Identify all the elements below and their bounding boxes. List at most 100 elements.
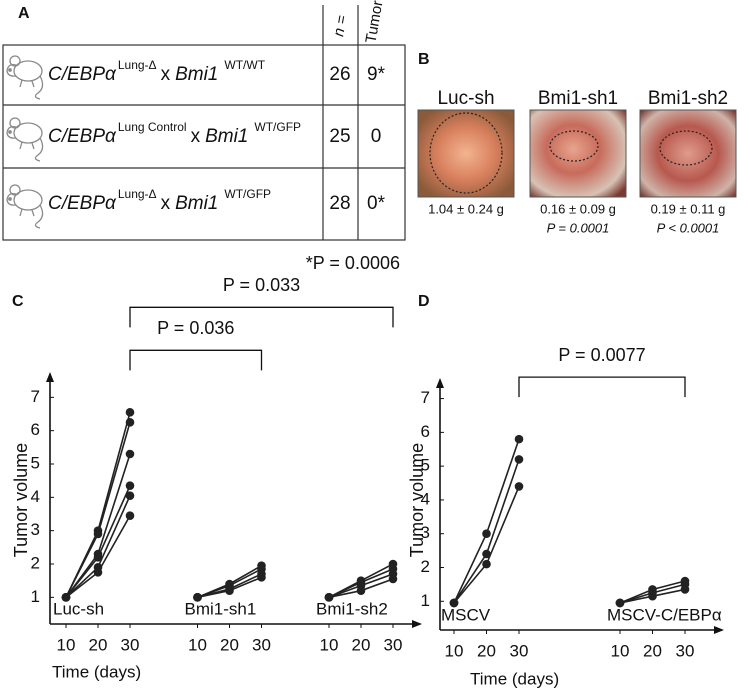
- data-point: [93, 529, 103, 539]
- y-tick-label: 7: [421, 388, 430, 407]
- table-border: [2, 44, 406, 241]
- tumor-value: 0*: [367, 193, 386, 214]
- axis-arrow: [412, 620, 422, 628]
- data-point: [93, 553, 103, 562]
- y-axis-label: Tumor volume: [11, 443, 31, 557]
- x-tick-label: 10: [611, 641, 630, 660]
- cross: x: [191, 126, 201, 147]
- x-tick-label: 10: [57, 635, 76, 654]
- y-tick-label: 4: [421, 489, 430, 508]
- superscript: WT/WT: [224, 58, 265, 72]
- panel-label: A: [18, 5, 30, 22]
- data-point: [257, 573, 266, 582]
- group-label: Bmi1-sh1: [185, 599, 257, 618]
- data-line: [65, 485, 131, 598]
- axis-arrow: [46, 372, 54, 382]
- p-value: P = 0.036: [157, 318, 234, 338]
- x-axis-label: Time (days): [52, 662, 141, 681]
- genotype: C/EBPα Lung Control x Bmi1 WT/GFP: [48, 120, 301, 147]
- mouse-icon: [6, 184, 44, 229]
- superscript: Lung-Δ: [118, 187, 157, 201]
- data-point: [356, 586, 366, 595]
- x-tick-label: 20: [643, 641, 662, 660]
- data-point: [125, 418, 135, 427]
- photo: [639, 109, 737, 198]
- x-tick-label: 20: [352, 635, 371, 654]
- data-point: [648, 591, 657, 601]
- group-label: Bmi1-sh2: [316, 599, 388, 618]
- p-value: P = 0.0001: [547, 220, 610, 235]
- panel-label: C: [12, 293, 24, 310]
- data-point: [514, 455, 524, 464]
- image-label: Bmi1-sh2: [648, 88, 728, 109]
- x-tick-label: 30: [676, 641, 695, 660]
- x-tick-label: 20: [220, 635, 239, 654]
- genotype: C/EBPα Lung-Δ x Bmi1 WT/WT: [48, 58, 266, 85]
- column-header: Tumor: [362, 0, 386, 44]
- data-point: [388, 574, 398, 584]
- x-axis-label: Time (days): [470, 669, 559, 688]
- superscript: Lung-Δ: [118, 58, 157, 72]
- data-point: [324, 593, 334, 602]
- superscript: WT/GFP: [224, 187, 271, 201]
- tumor-weight: 0.19 ± 0.11 g: [651, 201, 726, 216]
- group-label: Luc-sh: [53, 599, 104, 618]
- data-point: [514, 434, 524, 444]
- y-tick-label: 6: [421, 422, 430, 441]
- tumor-outline: [549, 130, 599, 162]
- data-point: [449, 598, 459, 608]
- tumor-weight: 1.04 ± 0.24 g: [428, 201, 504, 216]
- superscript: Lung Control: [118, 120, 187, 134]
- gene: Bmi1: [175, 64, 218, 85]
- image-label: Bmi1-sh1: [538, 88, 618, 109]
- data-point: [125, 511, 135, 520]
- data-point: [193, 593, 202, 602]
- data-point: [615, 598, 625, 608]
- data-line: [453, 486, 520, 604]
- y-tick-label: 3: [31, 520, 40, 539]
- data-point: [225, 586, 234, 595]
- y-tick-label: 1: [31, 587, 40, 606]
- tumor-outline: [429, 112, 503, 194]
- x-tick-label: 10: [445, 641, 464, 660]
- y-tick-label: 2: [421, 557, 430, 576]
- group-label: MSCV-C/EBPα: [607, 605, 722, 624]
- gene: Bmi1: [205, 126, 248, 147]
- data-point: [125, 449, 135, 459]
- tumor-value: 9*: [367, 64, 386, 85]
- y-tick-label: 3: [421, 523, 430, 542]
- data-point: [125, 481, 135, 490]
- n-value: 25: [329, 126, 350, 147]
- axis-arrow: [714, 626, 724, 634]
- gene: C/EBPα: [48, 64, 117, 85]
- x-tick-label: 30: [121, 635, 140, 654]
- panel-label: D: [418, 293, 430, 310]
- genotype: C/EBPα Lung-Δ x Bmi1 WT/GFP: [48, 187, 271, 214]
- data-line: [453, 438, 520, 604]
- data-line: [65, 495, 131, 598]
- data-point: [125, 408, 135, 417]
- data-point: [482, 549, 491, 559]
- gene: Bmi1: [175, 193, 218, 214]
- y-tick-label: 5: [421, 456, 430, 475]
- data-point: [482, 559, 491, 569]
- data-point: [482, 529, 491, 539]
- n-value: 28: [329, 193, 350, 214]
- significance-bracket: [129, 306, 394, 328]
- mouse-icon: [6, 55, 44, 100]
- x-tick-label: 10: [320, 635, 339, 654]
- x-tick-label: 30: [252, 635, 271, 654]
- data-point: [61, 593, 71, 602]
- p-value: P = 0.0077: [558, 345, 645, 365]
- superscript: WT/GFP: [254, 120, 301, 134]
- x-tick-label: 30: [510, 641, 529, 660]
- p-value: P = 0.033: [223, 275, 300, 295]
- data-point: [680, 585, 690, 594]
- y-tick-label: 2: [31, 553, 40, 572]
- significance-bracket: [518, 376, 686, 398]
- x-tick-label: 30: [384, 635, 403, 654]
- tumor-outline: [659, 130, 713, 166]
- x-tick-label: 20: [477, 641, 496, 660]
- photo: [529, 109, 627, 198]
